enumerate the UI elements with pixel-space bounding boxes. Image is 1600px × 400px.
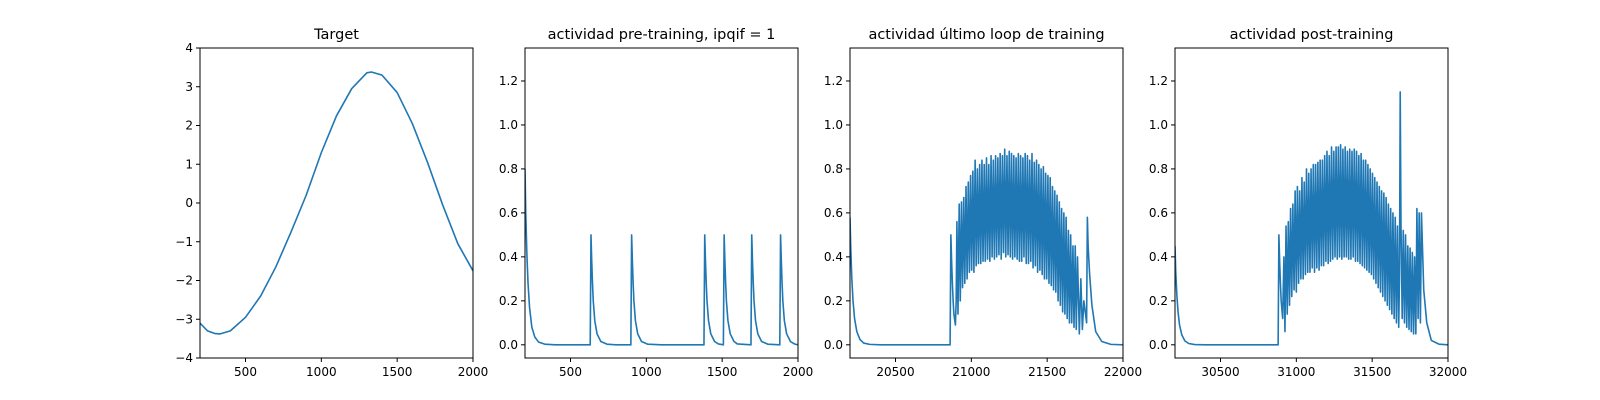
x-tick-label: 21500 (1028, 365, 1066, 379)
y-tick-label: 0.8 (499, 162, 518, 176)
series-line-4-1 (1175, 91, 1448, 346)
y-tick-label: 1.0 (499, 118, 518, 132)
y-tick-label: −3 (175, 312, 193, 326)
y-tick-label: −4 (175, 351, 193, 365)
y-tick-label: 0.4 (1149, 250, 1168, 264)
y-tick-label: −1 (175, 235, 193, 249)
series-line-1-1 (200, 71, 473, 335)
y-tick-label: 1.2 (1149, 74, 1168, 88)
x-tick-label: 1000 (306, 365, 337, 379)
x-tick-label: 1500 (707, 365, 738, 379)
y-tick-label: 0.8 (1149, 162, 1168, 176)
x-tick-label: 22000 (1104, 365, 1142, 379)
y-tick-label: 0.2 (499, 294, 518, 308)
y-tick-label: 0.6 (824, 206, 843, 220)
x-tick-label: 500 (559, 365, 582, 379)
plot-frame (199, 47, 474, 359)
y-tick-label: 0.0 (499, 338, 518, 352)
x-tick-label: 2000 (783, 365, 814, 379)
y-tick-label: 1.2 (824, 74, 843, 88)
plot-frame (849, 47, 1124, 359)
y-tick-label: 0 (185, 196, 193, 210)
chart-panel-4: 30500 31000 31500 32000 0.0 0.2 0.4 0.6 0.8 1.0 1.… (1149, 27, 1467, 379)
chart-panel-2: 500 1000 1500 2000 0.0 0.2 0.4 0.6 0.8 1.0 1.2 acti… (499, 27, 813, 379)
y-tick-label: 1.2 (499, 74, 518, 88)
y-tick-label: 0.6 (499, 206, 518, 220)
y-tick-label: 0.4 (499, 250, 518, 264)
y-tick-label: 1.0 (824, 118, 843, 132)
y-tick-label: 0.6 (1149, 206, 1168, 220)
x-tick-label: 1500 (382, 365, 413, 379)
y-tick-label: 1 (185, 157, 193, 171)
x-tick-label: 1000 (631, 365, 662, 379)
x-tick-label: 31500 (1353, 365, 1391, 379)
series-line-3-1 (850, 148, 1123, 346)
x-tick-label: 2000 (458, 365, 489, 379)
x-tick-label: 21000 (952, 365, 990, 379)
chart-title: actividad pre-training, ipqif = 1 (548, 27, 776, 43)
x-tick-label: 31000 (1277, 365, 1315, 379)
x-tick-label: 32000 (1429, 365, 1467, 379)
y-tick-label: 0.8 (824, 162, 843, 176)
x-tick-label: 20500 (876, 365, 914, 379)
y-tick-label: 2 (185, 119, 193, 133)
x-tick-label: 500 (234, 365, 257, 379)
x-tick-label: 30500 (1201, 365, 1239, 379)
chart-panel-3: 20500 21000 21500 22000 0.0 0.2 0.4 0.6 0.8 1.0 1.… (824, 27, 1142, 379)
y-tick-label: 0.2 (824, 294, 843, 308)
chart-title: Target (313, 27, 359, 43)
chart-title: actividad último loop de training (868, 27, 1104, 43)
series-line-2-1 (525, 168, 798, 346)
y-tick-label: 0.4 (824, 250, 843, 264)
chart-title: actividad post-training (1230, 27, 1394, 43)
y-tick-label: 0.2 (1149, 294, 1168, 308)
plot-frame (524, 47, 799, 359)
plot-frame (1174, 47, 1449, 359)
y-tick-label: 0.0 (824, 338, 843, 352)
y-tick-label: 1.0 (1149, 118, 1168, 132)
y-tick-label: 3 (185, 80, 193, 94)
y-tick-label: 4 (185, 41, 193, 55)
y-tick-label: 0.0 (1149, 338, 1168, 352)
y-tick-label: −2 (175, 274, 193, 288)
chart-panel-1: 500 1000 1500 2000 −4 −3 −2 −1 0 1 2 3 4 Target (175, 27, 488, 379)
